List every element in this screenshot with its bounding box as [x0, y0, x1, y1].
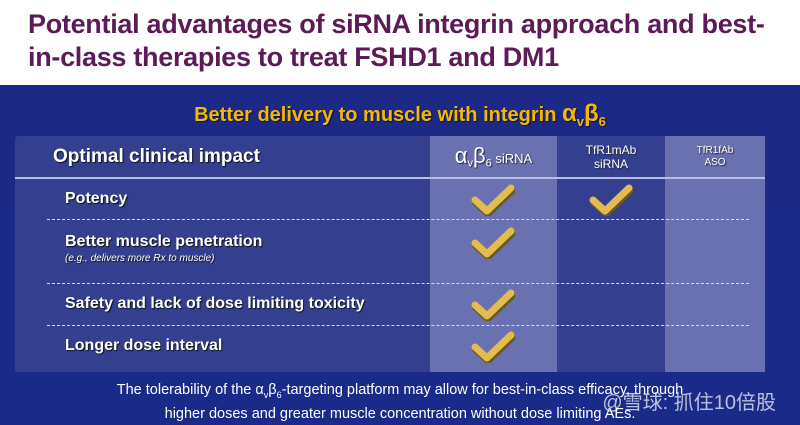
row-safety: Safety and lack of dose limiting toxicit…	[65, 295, 365, 312]
row-divider	[47, 219, 749, 220]
watermark: @雪球: 抓住10倍股	[602, 392, 776, 414]
checkmark-icon	[589, 182, 634, 217]
header-divider	[15, 177, 765, 179]
row-dose-interval: Longer dose interval	[65, 337, 223, 354]
row-divider	[47, 283, 749, 284]
page-title: Potential advantages of siRNA integrin a…	[28, 9, 765, 72]
column-header-tfr1fab: TfR1fAb ASO	[696, 144, 734, 168]
row-divider	[47, 325, 749, 326]
column-header-tfr1mab: TfR1mAb siRNA	[585, 142, 637, 171]
checkmark-icon	[471, 182, 516, 217]
footnote: The tolerability of the αvβ6-targeting p…	[116, 382, 684, 422]
checkmark-icon	[471, 225, 516, 260]
row-muscle-penetration: Better muscle penetration (e.g., delivers…	[65, 233, 263, 264]
table-header: Optimal clinical impact	[53, 146, 260, 167]
column-tfr1fab	[665, 136, 765, 372]
row-potency: Potency	[65, 190, 128, 207]
column-tfr1mab	[557, 136, 665, 372]
checkmark-icon	[471, 287, 516, 322]
subtitle: Better delivery to muscle with integrin …	[194, 100, 606, 129]
checkmark-icon	[471, 329, 516, 364]
comparison-table: Optimal clinical impact αvβ6 siRNA TfR1m…	[15, 136, 765, 372]
column-header-avb6: αvβ6 siRNA	[454, 143, 533, 170]
